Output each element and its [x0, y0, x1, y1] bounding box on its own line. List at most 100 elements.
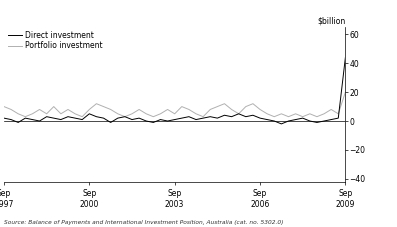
- Portfolio investment: [58, 112, 63, 115]
- Portfolio investment: [87, 108, 92, 111]
- Portfolio investment: [258, 108, 262, 111]
- Direct investment: [314, 121, 319, 124]
- Direct investment: [179, 117, 184, 119]
- Direct investment: [300, 117, 305, 119]
- Portfolio investment: [37, 108, 42, 111]
- Direct investment: [30, 118, 35, 121]
- Direct investment: [58, 118, 63, 121]
- Portfolio investment: [23, 115, 28, 118]
- Direct investment: [229, 115, 234, 118]
- Direct investment: [94, 115, 99, 118]
- Direct investment: [116, 117, 120, 119]
- Direct investment: [101, 117, 106, 119]
- Portfolio investment: [215, 105, 220, 108]
- Portfolio investment: [123, 115, 127, 118]
- Portfolio investment: [307, 112, 312, 115]
- Portfolio investment: [201, 115, 206, 118]
- Portfolio investment: [94, 102, 99, 105]
- Portfolio investment: [30, 112, 35, 115]
- Portfolio investment: [179, 105, 184, 108]
- Direct investment: [187, 115, 191, 118]
- Portfolio investment: [329, 108, 333, 111]
- Direct investment: [137, 117, 141, 119]
- Direct investment: [16, 121, 21, 124]
- Portfolio investment: [300, 115, 305, 118]
- Text: Source: Balance of Payments and International Investment Position, Australia (ca: Source: Balance of Payments and Internat…: [4, 220, 283, 225]
- Portfolio investment: [286, 115, 291, 118]
- Direct investment: [322, 120, 326, 122]
- Portfolio investment: [243, 105, 248, 108]
- Line: Portfolio investment: Portfolio investment: [4, 92, 345, 117]
- Legend: Direct investment, Portfolio investment: Direct investment, Portfolio investment: [8, 31, 102, 50]
- Direct investment: [251, 114, 255, 117]
- Portfolio investment: [165, 108, 170, 111]
- Direct investment: [108, 121, 113, 124]
- Direct investment: [201, 117, 206, 119]
- Portfolio investment: [158, 112, 163, 115]
- Portfolio investment: [101, 105, 106, 108]
- Portfolio investment: [51, 105, 56, 108]
- Portfolio investment: [144, 112, 148, 115]
- Portfolio investment: [2, 105, 6, 108]
- Portfolio investment: [322, 112, 326, 115]
- Portfolio investment: [80, 115, 85, 118]
- Direct investment: [336, 117, 341, 119]
- Direct investment: [87, 112, 92, 115]
- Direct investment: [286, 120, 291, 122]
- Portfolio investment: [229, 108, 234, 111]
- Direct investment: [80, 118, 85, 121]
- Direct investment: [44, 115, 49, 118]
- Direct investment: [329, 118, 333, 121]
- Direct investment: [279, 123, 284, 125]
- Portfolio investment: [343, 91, 348, 94]
- Portfolio investment: [9, 108, 13, 111]
- Direct investment: [73, 117, 77, 119]
- Direct investment: [144, 120, 148, 122]
- Direct investment: [258, 117, 262, 119]
- Direct investment: [51, 117, 56, 119]
- Direct investment: [151, 121, 156, 124]
- Text: $billion: $billion: [317, 17, 345, 26]
- Direct investment: [23, 117, 28, 119]
- Direct investment: [265, 118, 270, 121]
- Portfolio investment: [314, 115, 319, 118]
- Direct investment: [9, 118, 13, 121]
- Portfolio investment: [16, 112, 21, 115]
- Direct investment: [215, 117, 220, 119]
- Direct investment: [2, 117, 6, 119]
- Direct investment: [307, 120, 312, 122]
- Portfolio investment: [151, 115, 156, 118]
- Portfolio investment: [293, 112, 298, 115]
- Direct investment: [236, 112, 241, 115]
- Portfolio investment: [336, 112, 341, 115]
- Direct investment: [37, 120, 42, 122]
- Portfolio investment: [116, 112, 120, 115]
- Direct investment: [66, 115, 70, 118]
- Portfolio investment: [172, 112, 177, 115]
- Direct investment: [272, 120, 277, 122]
- Direct investment: [123, 115, 127, 118]
- Direct investment: [165, 120, 170, 122]
- Direct investment: [222, 114, 227, 117]
- Portfolio investment: [129, 112, 134, 115]
- Direct investment: [129, 118, 134, 121]
- Portfolio investment: [251, 102, 255, 105]
- Portfolio investment: [108, 108, 113, 111]
- Portfolio investment: [73, 112, 77, 115]
- Direct investment: [293, 118, 298, 121]
- Direct investment: [343, 56, 348, 59]
- Portfolio investment: [279, 112, 284, 115]
- Direct investment: [243, 115, 248, 118]
- Direct investment: [172, 118, 177, 121]
- Direct investment: [194, 118, 198, 121]
- Portfolio investment: [44, 112, 49, 115]
- Portfolio investment: [272, 115, 277, 118]
- Portfolio investment: [66, 108, 70, 111]
- Direct investment: [208, 115, 213, 118]
- Portfolio investment: [265, 112, 270, 115]
- Direct investment: [158, 118, 163, 121]
- Portfolio investment: [137, 108, 141, 111]
- Portfolio investment: [208, 108, 213, 111]
- Portfolio investment: [194, 112, 198, 115]
- Line: Direct investment: Direct investment: [4, 57, 345, 124]
